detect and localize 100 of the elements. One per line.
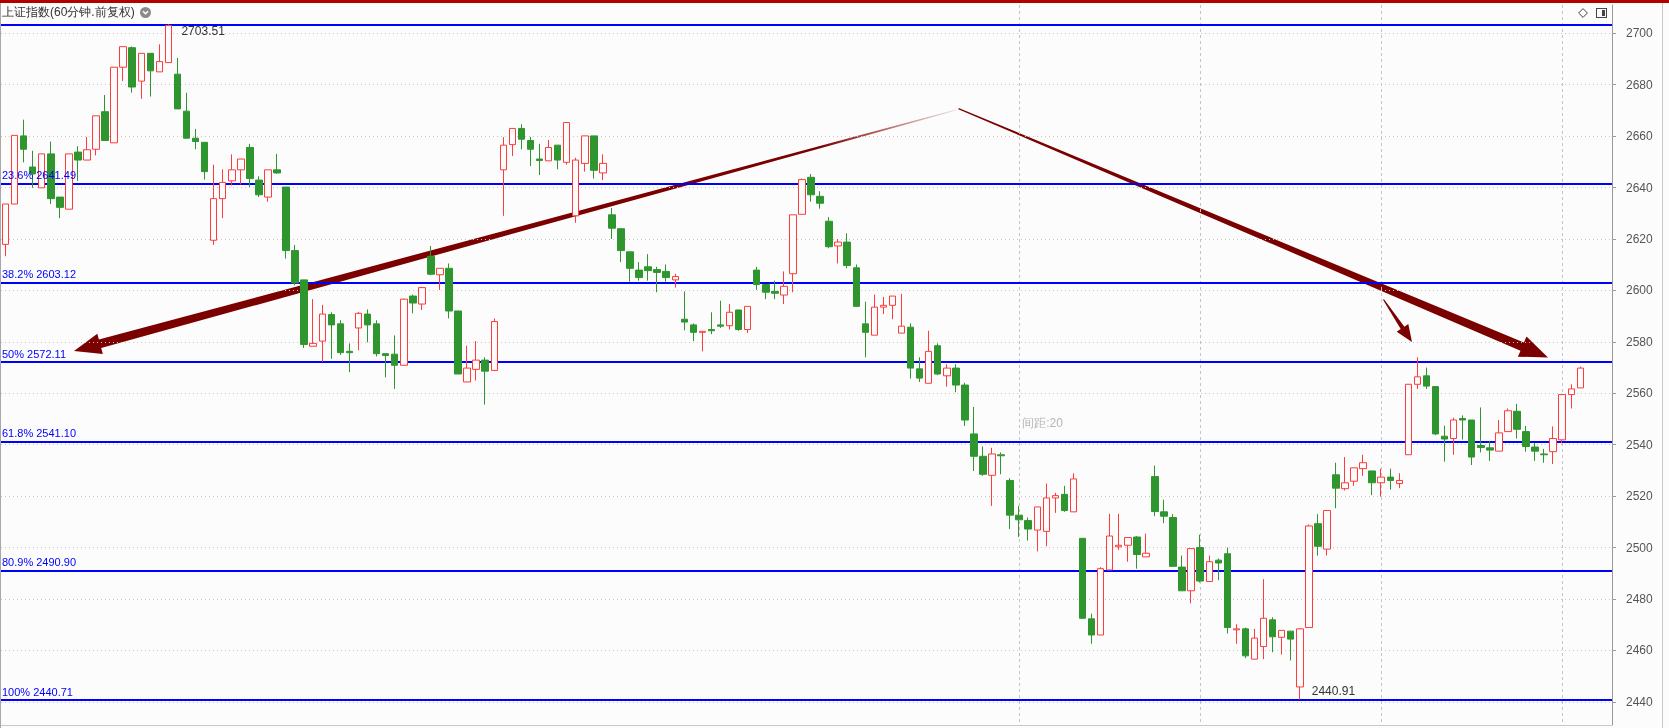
annotation: 2440.91	[1311, 683, 1356, 698]
candlestick	[427, 245, 435, 276]
candlestick	[147, 52, 154, 98]
candlestick	[1206, 555, 1213, 583]
candlestick	[1052, 492, 1059, 514]
candlestick	[862, 301, 869, 358]
candlestick	[319, 304, 326, 363]
ref-line-label: 61.8% 2541.10	[2, 427, 77, 440]
candlestick	[672, 273, 679, 289]
candlestick	[599, 153, 607, 181]
candlestick	[1341, 456, 1349, 491]
y-tick-label: 2680	[1626, 77, 1654, 92]
candlestick	[328, 311, 335, 360]
candlestick	[400, 297, 408, 366]
candlestick	[1070, 472, 1077, 513]
candlestick	[1504, 407, 1512, 433]
candlestick	[1278, 629, 1285, 656]
candlestick	[871, 294, 878, 336]
candlestick	[1224, 547, 1231, 634]
candlestick	[1314, 513, 1322, 557]
candlestick	[192, 128, 199, 150]
ref-line-label: 80.9% 2490.90	[2, 556, 77, 569]
candlestick	[481, 356, 489, 406]
candlestick	[1432, 386, 1439, 436]
candlestick	[1450, 417, 1457, 456]
candlestick	[183, 92, 190, 139]
candlestick	[699, 330, 706, 352]
y-tick-label: 2700	[1626, 26, 1654, 41]
candlestick	[816, 190, 824, 210]
candlestick	[1024, 516, 1032, 542]
y-tick-label: 2620	[1626, 232, 1654, 246]
candlestick	[1296, 627, 1304, 701]
candlestick	[391, 334, 398, 390]
candlestick	[889, 295, 896, 320]
candlestick	[1414, 356, 1421, 390]
candlestick	[726, 303, 733, 331]
candlestick	[626, 251, 634, 283]
candlestick	[246, 143, 254, 188]
candlestick	[201, 141, 208, 181]
candlestick	[907, 322, 914, 380]
candlestick	[1377, 468, 1385, 498]
candlestick	[690, 322, 697, 342]
candlestick	[590, 135, 598, 180]
candlestick	[355, 311, 362, 351]
y-tick-label: 2580	[1626, 334, 1654, 349]
candlestick	[925, 330, 932, 384]
candlestick	[735, 309, 742, 332]
candlestick	[880, 296, 887, 315]
candlestick	[780, 270, 788, 305]
candlestick	[509, 127, 516, 157]
candlestick	[563, 122, 570, 166]
y-tick-label: 2640	[1626, 180, 1654, 195]
candlestick	[708, 311, 715, 335]
candlestick	[1540, 448, 1548, 464]
candlestick	[988, 447, 996, 507]
candlestick	[825, 216, 833, 249]
y-tick-label: 2600	[1626, 283, 1654, 298]
candlestick	[337, 319, 344, 356]
candlestick	[916, 356, 923, 383]
candlestick	[156, 43, 163, 73]
candlestick	[518, 123, 525, 150]
candlestick	[1034, 506, 1041, 552]
candlestick	[1423, 367, 1430, 390]
candlestick	[418, 286, 426, 311]
candlestick	[138, 52, 145, 100]
y-tick-label: 2440	[1626, 694, 1654, 709]
candlestick	[255, 175, 263, 198]
candlestick	[581, 135, 589, 173]
candlestick	[1513, 403, 1521, 440]
candlestick	[554, 144, 561, 170]
candlestick	[1043, 483, 1050, 547]
candlestick	[1305, 523, 1313, 629]
candlestick	[1124, 537, 1132, 563]
candlestick	[20, 119, 27, 163]
ref-line-label: 50% 2572.11	[2, 347, 67, 360]
candlestick	[1495, 419, 1503, 452]
candlestick	[1187, 548, 1195, 604]
candlestick	[264, 169, 272, 203]
candlestick	[219, 168, 226, 219]
candlestick	[165, 23, 172, 64]
candlestick	[1368, 470, 1376, 496]
candlestick	[1088, 613, 1095, 645]
candlestick	[1061, 485, 1068, 513]
y-tick-label: 2540	[1626, 437, 1654, 452]
candlestick	[1196, 534, 1204, 584]
candlestick	[409, 294, 417, 314]
candlestick	[1387, 468, 1394, 491]
candlestick	[273, 153, 281, 175]
candlestick	[1396, 472, 1403, 489]
candlestick	[1269, 616, 1276, 653]
candlestick	[1577, 366, 1584, 389]
candlestick	[545, 139, 552, 162]
candlestick	[1242, 627, 1249, 659]
y-tick-label: 2520	[1626, 489, 1654, 504]
candlestick	[943, 363, 951, 388]
candlestick	[101, 94, 109, 142]
candlestick	[1215, 557, 1222, 581]
candlestick	[1441, 425, 1448, 463]
candlestick	[500, 136, 507, 217]
candlestick	[174, 57, 181, 110]
